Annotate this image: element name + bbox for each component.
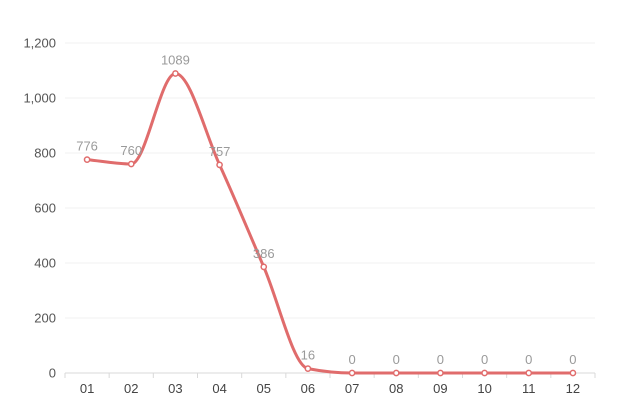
y-tick-label: 200 <box>34 311 56 326</box>
data-label: 0 <box>525 352 532 367</box>
x-tick-label: 09 <box>433 381 447 396</box>
x-tick-label: 02 <box>124 381 138 396</box>
data-point[interactable] <box>304 365 312 372</box>
series-area <box>83 70 577 377</box>
data-label: 1089 <box>161 53 190 68</box>
data-label: 0 <box>481 352 488 367</box>
data-point[interactable] <box>260 263 268 271</box>
data-point[interactable] <box>392 369 400 377</box>
y-axis: 0 200 400 600 800 1,000 1,200 <box>23 36 56 381</box>
x-tick-label: 08 <box>389 381 403 396</box>
data-label: 0 <box>569 352 576 367</box>
gridlines <box>65 42 595 319</box>
data-label: 776 <box>76 139 98 154</box>
x-tick-label: 10 <box>477 381 491 396</box>
y-tick-label: 800 <box>34 146 56 161</box>
x-tick-label: 11 <box>522 381 536 396</box>
x-axis: 01 02 03 04 05 06 07 08 09 10 11 12 <box>64 372 596 396</box>
data-point[interactable] <box>525 369 533 377</box>
data-label: 0 <box>437 352 444 367</box>
y-tick-label: 0 <box>49 366 56 381</box>
y-tick-label: 600 <box>34 201 56 216</box>
data-label: 0 <box>348 352 355 367</box>
data-point[interactable] <box>569 369 577 377</box>
data-point[interactable] <box>127 160 135 168</box>
x-tick-label: 06 <box>301 381 315 396</box>
data-label: 386 <box>253 246 275 261</box>
series-line <box>85 72 575 375</box>
data-label: 0 <box>393 352 400 367</box>
data-point[interactable] <box>437 369 444 377</box>
data-label: 16 <box>301 348 315 363</box>
x-tick-label: 03 <box>168 381 182 396</box>
data-point[interactable] <box>172 70 179 77</box>
data-labels: 776 760 1089 757 386 16 0 0 0 0 0 0 <box>76 53 576 367</box>
x-tick-label: 12 <box>566 381 580 396</box>
data-point[interactable] <box>348 369 356 377</box>
data-label: 760 <box>120 143 142 158</box>
data-label: 757 <box>209 144 231 159</box>
y-tick-label: 400 <box>34 256 56 271</box>
y-tick-label: 1,200 <box>23 36 56 51</box>
x-tick-label: 05 <box>257 381 271 396</box>
x-tick-label: 04 <box>212 381 226 396</box>
x-tick-label: 01 <box>80 381 94 396</box>
data-point[interactable] <box>216 161 223 169</box>
data-point[interactable] <box>481 369 488 377</box>
y-tick-label: 1,000 <box>23 91 56 106</box>
data-point[interactable] <box>83 156 91 163</box>
x-tick-label: 07 <box>345 381 359 396</box>
